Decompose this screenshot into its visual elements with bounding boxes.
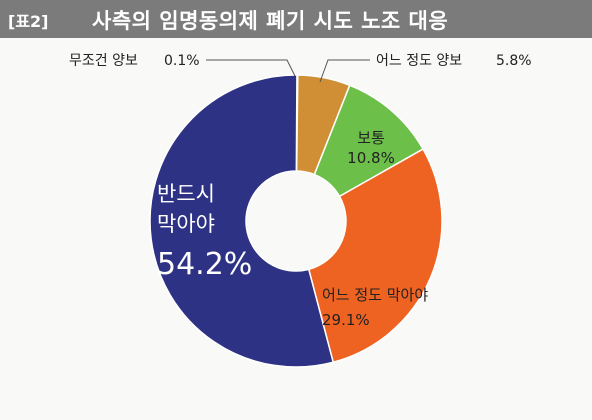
slice-1-value: 0.1%: [164, 53, 200, 69]
slice-4-value: 29.1%: [322, 311, 370, 329]
slice-2-label: 어느 정도 양보: [376, 53, 462, 69]
slice-4-wedge: [307, 148, 443, 364]
slice-2-value: 5.8%: [496, 53, 532, 69]
slice-4-label: 어느 정도 막아야: [322, 286, 428, 304]
slice-5-label-line-1: 반드시: [157, 182, 215, 206]
donut-chart: 무조건 양보 0.1% 어느 정도 양보 5.8% 보통 10.8% 어느 정도 막아야 29…: [69, 53, 532, 368]
slice-1-label: 무조건 양보: [69, 53, 138, 69]
title-bar: [표2] 사측의 임명동의제 폐기 시도 노조 대응: [0, 0, 592, 38]
slice-2-leader: [319, 59, 370, 83]
slice-5-value: 54.2%: [157, 247, 252, 282]
slice-3-label: 보통: [357, 129, 385, 147]
figure-tag: [표2]: [8, 12, 49, 31]
slice-1-leader: [206, 59, 296, 77]
slice-5-wedge: [149, 74, 335, 368]
chart-title: 사측의 임명동의제 폐기 시도 노조 대응: [92, 9, 449, 33]
slice-3-value: 10.8%: [347, 149, 395, 167]
chart-area: 무조건 양보 0.1% 어느 정도 양보 5.8% 보통 10.8% 어느 정도 막아야 29…: [0, 38, 592, 420]
slice-5-label-line-2: 막아야: [157, 212, 215, 236]
